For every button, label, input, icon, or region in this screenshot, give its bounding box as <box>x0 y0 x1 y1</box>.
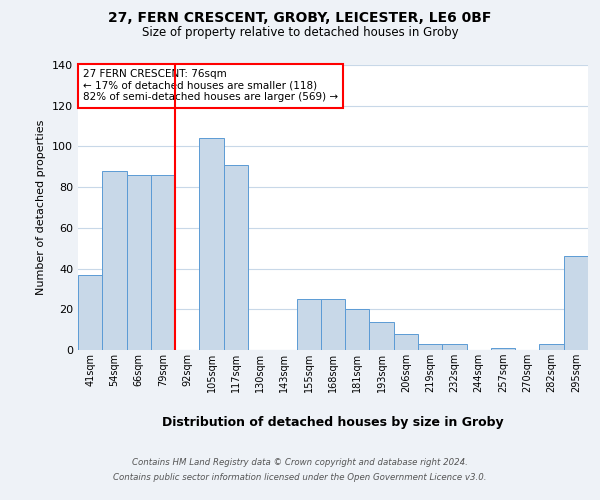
Text: Contains HM Land Registry data © Crown copyright and database right 2024.: Contains HM Land Registry data © Crown c… <box>132 458 468 467</box>
Bar <box>321 299 345 350</box>
Text: 27, FERN CRESCENT, GROBY, LEICESTER, LE6 0BF: 27, FERN CRESCENT, GROBY, LEICESTER, LE6… <box>109 10 491 24</box>
Bar <box>418 344 442 350</box>
Text: Size of property relative to detached houses in Groby: Size of property relative to detached ho… <box>142 26 458 39</box>
Y-axis label: Number of detached properties: Number of detached properties <box>37 120 46 295</box>
Bar <box>296 299 321 350</box>
Text: Distribution of detached houses by size in Groby: Distribution of detached houses by size … <box>162 416 504 429</box>
Bar <box>394 334 418 350</box>
Bar <box>199 138 224 350</box>
Bar <box>78 274 102 350</box>
Text: 27 FERN CRESCENT: 76sqm
← 17% of detached houses are smaller (118)
82% of semi-d: 27 FERN CRESCENT: 76sqm ← 17% of detache… <box>83 70 338 102</box>
Bar <box>127 175 151 350</box>
Bar <box>102 171 127 350</box>
Bar <box>345 310 370 350</box>
Bar <box>370 322 394 350</box>
Text: Contains public sector information licensed under the Open Government Licence v3: Contains public sector information licen… <box>113 473 487 482</box>
Bar <box>491 348 515 350</box>
Bar <box>151 175 175 350</box>
Bar <box>539 344 564 350</box>
Bar <box>564 256 588 350</box>
Bar <box>442 344 467 350</box>
Bar <box>224 165 248 350</box>
